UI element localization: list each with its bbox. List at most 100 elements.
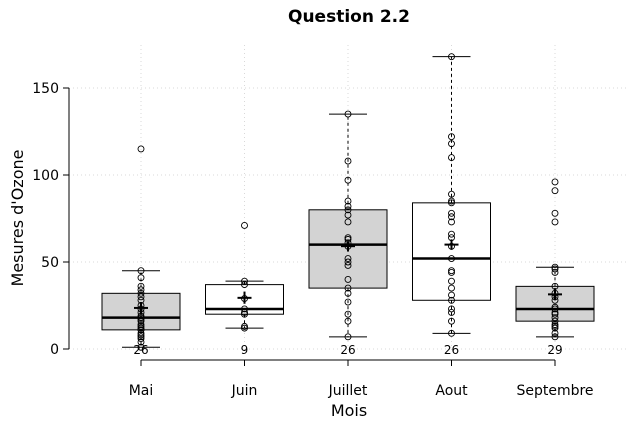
data-point — [448, 255, 455, 262]
data-point — [344, 284, 352, 292]
data-point — [448, 230, 455, 238]
data-point — [448, 218, 455, 226]
data-point — [448, 154, 455, 162]
data-point — [344, 275, 352, 283]
data-point — [137, 331, 145, 339]
data-point — [448, 190, 455, 198]
data-point — [137, 315, 145, 323]
data-point — [344, 157, 352, 165]
box-aout: 26 — [412, 53, 491, 357]
data-point — [551, 333, 559, 341]
data-point — [344, 298, 352, 306]
data-point — [551, 314, 559, 322]
data-point — [137, 267, 145, 275]
data-point — [448, 267, 455, 275]
data-point — [551, 187, 559, 195]
data-point — [344, 310, 352, 318]
data-point — [137, 286, 145, 294]
data-point — [448, 199, 455, 207]
box-juin: 9 — [205, 222, 284, 357]
data-point — [448, 329, 455, 337]
data-point — [551, 305, 559, 313]
chart-title: Question 2.2 — [288, 7, 410, 27]
count-label: 29 — [547, 343, 562, 357]
data-point — [241, 305, 248, 313]
data-point — [241, 310, 248, 318]
data-point — [137, 329, 145, 337]
data-point — [344, 211, 352, 219]
count-label: 26 — [133, 343, 148, 357]
box-septembre: 29 — [515, 178, 595, 357]
data-point — [551, 310, 559, 318]
data-point — [551, 218, 559, 226]
data-point — [448, 296, 455, 304]
data-point — [448, 140, 455, 148]
data-point — [137, 321, 145, 329]
data-point — [344, 289, 352, 297]
data-point — [344, 234, 352, 242]
data-point — [344, 255, 352, 262]
data-point — [551, 322, 559, 330]
x-tick-label: Juillet — [328, 383, 368, 399]
data-point — [137, 322, 145, 330]
data-point — [137, 293, 145, 301]
data-point — [551, 209, 559, 217]
count-label: 26 — [444, 343, 459, 357]
data-point — [448, 209, 455, 217]
data-point — [137, 333, 145, 341]
data-point — [137, 335, 145, 343]
data-point — [344, 110, 352, 118]
data-point — [448, 213, 455, 221]
box-iqr — [412, 202, 491, 301]
data-point — [448, 309, 455, 316]
data-point — [344, 176, 352, 184]
data-point — [344, 317, 352, 325]
x-tick-label: Aout — [435, 383, 468, 399]
data-point — [551, 178, 559, 186]
data-point — [448, 317, 455, 325]
x-tick-label: Mai — [129, 383, 154, 399]
data-point — [241, 322, 248, 330]
data-point — [448, 197, 455, 205]
data-point — [448, 53, 455, 61]
data-point — [137, 324, 145, 332]
data-point — [241, 309, 248, 316]
x-tick-label: Juin — [231, 383, 258, 399]
data-point — [448, 133, 455, 141]
data-point — [551, 263, 559, 271]
box-mai: 26 — [101, 145, 181, 357]
data-point — [448, 305, 455, 313]
data-point — [344, 333, 352, 341]
y-tick-label: 100 — [32, 168, 59, 184]
data-point — [137, 343, 145, 351]
y-tick-label: 150 — [32, 81, 59, 97]
data-point — [137, 326, 145, 334]
data-point — [551, 265, 559, 273]
data-point — [241, 222, 248, 229]
data-point — [137, 338, 145, 346]
data-point — [551, 303, 559, 311]
x-axis-title: Mois — [331, 401, 367, 420]
data-point — [551, 317, 559, 325]
data-point — [344, 218, 352, 226]
data-point — [137, 314, 145, 322]
boxes: 26 9 26 26 29 — [101, 53, 595, 357]
data-point — [551, 324, 559, 332]
y-axis-title: Mesures d'Ozone — [8, 150, 27, 287]
data-point — [344, 258, 352, 266]
data-point — [137, 274, 145, 282]
data-point — [137, 145, 145, 153]
y-tick-label: 0 — [50, 342, 59, 358]
data-point — [448, 291, 455, 299]
data-point — [551, 321, 559, 329]
axes: 0 50 100 150 Mai Juin Juillet Aout Septembre — [32, 81, 593, 399]
data-point — [448, 277, 455, 285]
data-point — [551, 329, 559, 337]
x-tick-label: Septembre — [516, 383, 593, 399]
count-label: 26 — [340, 343, 355, 357]
data-point — [344, 206, 352, 214]
data-point — [551, 268, 559, 276]
y-tick-label: 50 — [41, 255, 59, 271]
data-point — [551, 309, 559, 316]
data-point — [241, 281, 248, 289]
